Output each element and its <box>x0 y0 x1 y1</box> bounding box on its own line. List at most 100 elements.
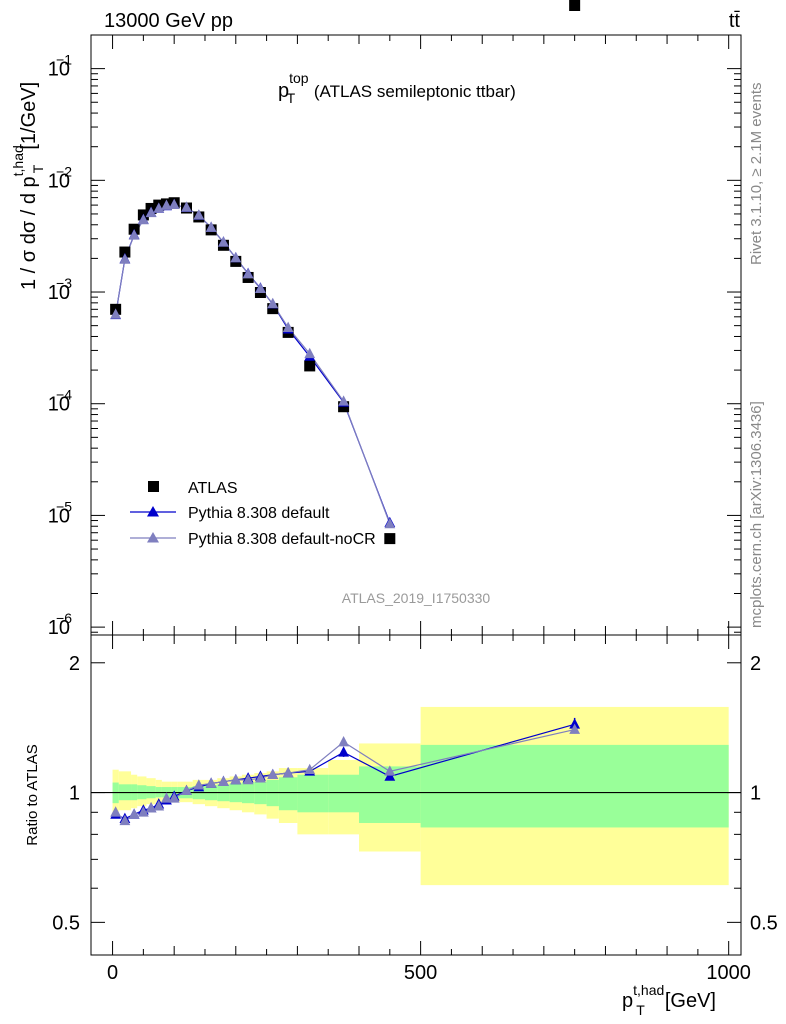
main-ylabel-unit: [1/GeV] <box>18 82 40 150</box>
ratio-nocr-point <box>384 765 396 776</box>
ratio-nocr-point <box>205 777 217 788</box>
ratio-default-point <box>338 746 350 757</box>
atlas-data-point <box>267 303 279 315</box>
ratio-nocr-point <box>110 806 122 817</box>
main-title: ptop T (ATLAS semileptonic ttbar) <box>278 70 516 106</box>
ratio-nocr-point <box>193 779 205 790</box>
legend: ATLAS Pythia 8.308 default Pythia 8.308 … <box>130 480 376 548</box>
ratio-y-tick-label: 0.5 <box>52 912 80 934</box>
pythia-nocr-point <box>304 347 316 359</box>
ratio-nocr-point <box>128 808 140 819</box>
ratio-nocr-point <box>242 773 254 785</box>
ratio-plot-area <box>91 706 741 886</box>
main-ylabel-main: 1 / σ dσ / d p <box>18 176 40 290</box>
pythia-nocr-point <box>119 253 131 264</box>
main-y-tick-label: 10−2 <box>48 163 72 192</box>
atlas-data-point <box>569 0 581 11</box>
ratio-y-tick-label-right: 0.5 <box>750 912 778 934</box>
pythia-nocr-point <box>282 321 294 332</box>
uncertainty-band-inner <box>328 774 360 813</box>
main-title-sub: T <box>287 90 296 106</box>
main-y-tick-label: 10−4 <box>48 387 72 416</box>
main-ylabel-sub: T <box>30 164 46 173</box>
ratio-nocr-point <box>119 814 131 826</box>
main-panel: 10−6 10−5 10−4 10−3 10−2 10−1 ptop T (ATLAS se… <box>10 0 742 639</box>
pythia-nocr-point <box>193 209 205 220</box>
beam-label: 13000 GeV pp <box>104 10 233 32</box>
ratio-nocr-point <box>569 723 581 734</box>
ratio-nocr-point <box>153 800 165 811</box>
main-y-tick-label: 10−5 <box>48 498 72 527</box>
main-axes: 10−6 10−5 10−4 10−3 10−2 10−1 <box>48 34 741 639</box>
uncertainty-band-inner <box>297 774 329 813</box>
legend-marker-nocr <box>147 532 159 543</box>
legend-label-default: Pythia 8.308 default <box>188 505 330 522</box>
main-y-tick-exponent: −2 <box>56 163 72 179</box>
main-y-tick-exponent: −1 <box>56 52 72 68</box>
ratio-nocr-point <box>137 806 149 817</box>
ratio-nocr-point <box>230 773 242 785</box>
ratio-nocr-point <box>338 736 350 747</box>
atlas-data-point <box>119 246 131 258</box>
pythia-nocr-point <box>181 201 192 212</box>
pythia-nocr-point <box>255 282 266 294</box>
main-title-sup: top <box>289 70 309 86</box>
ratio-x-tick-label: 0 <box>107 962 118 984</box>
ratio-nocr-point <box>304 763 316 775</box>
ratio-default-point <box>569 718 581 729</box>
main-title-main: p <box>278 80 289 102</box>
ratio-y-tick-label-right: 2 <box>750 653 761 675</box>
pythia-nocr-point <box>137 213 149 225</box>
ratio-nocr-point <box>161 792 172 803</box>
main-y-tick-label: 10−6 <box>48 610 72 639</box>
pythia-nocr-point <box>153 202 165 213</box>
main-ylabel: 1 / σ dσ / d pt,had T [1/GeV] <box>10 82 46 290</box>
ratio-ylabel: Ratio to ATLAS <box>24 744 41 845</box>
legend-label-nocr: Pythia 8.308 default-noCR <box>188 531 376 548</box>
main-y-tick-exponent: −5 <box>56 498 72 514</box>
pythia-nocr-point <box>168 198 180 210</box>
ratio-nocr-point <box>255 772 266 783</box>
pythia-nocr-point <box>128 229 140 240</box>
pythia-nocr-point <box>242 267 254 279</box>
ratio-frame <box>90 634 742 956</box>
pythia-nocr-point <box>110 308 122 319</box>
main-y-tick-exponent: −6 <box>56 610 72 626</box>
uncertainty-band-inner <box>420 744 729 828</box>
main-y-tick-exponent: −3 <box>56 275 72 291</box>
pythia-nocr-point <box>230 251 242 263</box>
ratio-axes: 0.5 0.5 1 1 2 2 0 500 1000 <box>52 635 778 984</box>
atlas-data-point <box>384 533 396 545</box>
ratio-xlabel-unit: [GeV] <box>665 990 716 1012</box>
ratio-xlabel-sup: t,had <box>633 982 664 998</box>
ratio-xlabel: pt,had T [GeV] <box>622 982 716 1018</box>
atlas-data-point <box>304 360 316 372</box>
ratio-y-tick-label-right: 1 <box>750 783 761 805</box>
ratio-nocr-point <box>218 775 229 786</box>
mcplots-label: mcplots.cern.ch [arXiv:1306.3436] <box>748 401 765 628</box>
main-plot-area <box>110 0 581 545</box>
legend-marker-atlas <box>148 481 159 492</box>
atlas-data-point <box>338 401 350 413</box>
ratio-xlabel-main: p <box>622 990 633 1012</box>
legend-label-atlas: ATLAS <box>188 480 238 497</box>
pythia-nocr-point <box>145 206 157 218</box>
ratio-nocr-point <box>267 768 279 780</box>
rivet-label: Rivet 3.1.10, ≥ 2.1M events <box>748 83 765 266</box>
pythia-nocr-point <box>161 199 172 210</box>
main-title-rest: (ATLAS semileptonic ttbar) <box>309 82 516 101</box>
ratio-y-tick-label: 2 <box>69 653 80 675</box>
legend-marker-default <box>147 506 159 517</box>
analysis-watermark: ATLAS_2019_I1750330 <box>342 590 491 606</box>
pythia-nocr-point <box>218 236 229 247</box>
ratio-y-tick-label: 1 <box>69 783 80 805</box>
ratio-nocr-point <box>168 792 180 803</box>
ratio-xlabel-sub: T <box>636 1002 645 1018</box>
pythia-nocr-point <box>205 221 217 232</box>
main-y-tick-label: 10−1 <box>48 52 72 81</box>
main-series-line <box>115 204 391 525</box>
ratio-panel: 0.5 0.5 1 1 2 2 0 500 1000 Ratio to ATLAS pt,had… <box>24 634 778 1018</box>
main-y-tick-exponent: −4 <box>56 387 72 403</box>
uncertainty-band-inner <box>278 777 298 811</box>
